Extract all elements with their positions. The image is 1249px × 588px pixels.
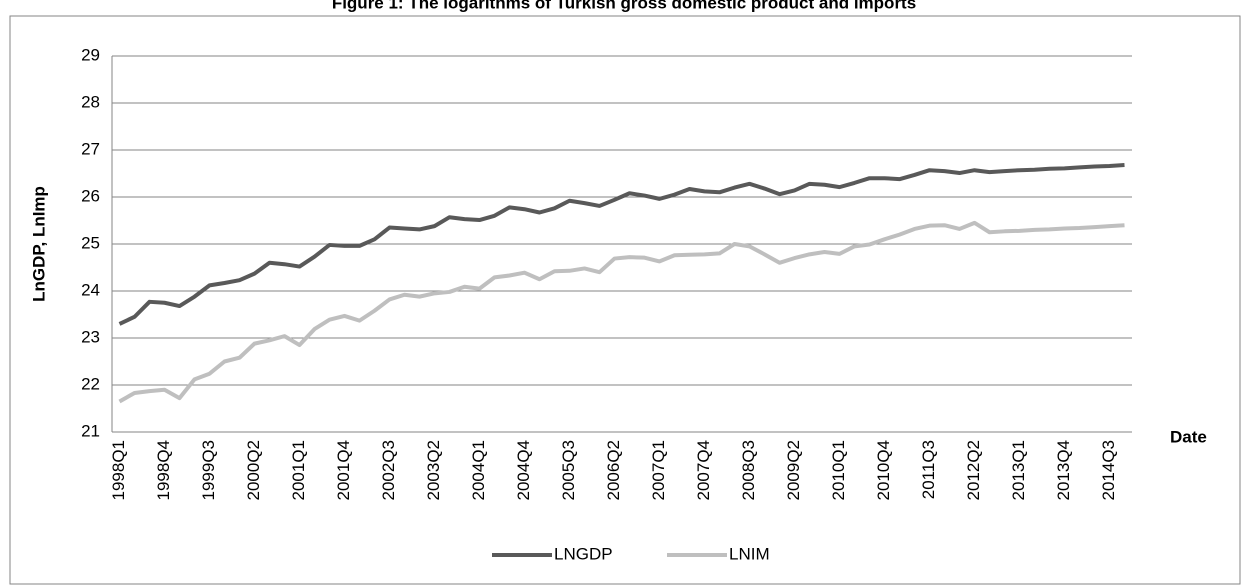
y-tick-label: 27	[81, 139, 100, 158]
y-tick-label: 24	[81, 280, 100, 299]
y-axis-label: LnGDP, LnImp	[29, 186, 48, 302]
y-tick-label: 21	[81, 421, 100, 440]
x-tick-label: 2013Q1	[1009, 440, 1028, 501]
y-tick-label: 26	[81, 186, 100, 205]
y-tick-label: 29	[81, 45, 100, 64]
legend-label: LNIM	[729, 544, 770, 563]
x-tick-label: 2010Q1	[829, 440, 848, 501]
x-tick-label: 2014Q3	[1099, 440, 1118, 501]
x-tick-label: 2011Q3	[919, 440, 938, 499]
x-tick-label: 1999Q3	[199, 440, 218, 501]
x-axis-label: Date	[1170, 427, 1207, 446]
legend-label: LNGDP	[554, 544, 613, 563]
y-tick-label: 23	[81, 327, 100, 346]
x-tick-label: 2003Q2	[424, 440, 443, 501]
x-tick-label: 2004Q4	[514, 440, 533, 501]
x-tick-label: 2012Q2	[964, 440, 983, 501]
y-tick-label: 25	[81, 233, 100, 252]
x-tick-label: 2002Q3	[379, 440, 398, 501]
chart-border	[9, 15, 1241, 585]
data-line	[118, 163, 1125, 326]
x-tick-label: 2006Q2	[604, 440, 623, 501]
x-tick-label: 2009Q2	[784, 440, 803, 501]
data-line	[118, 220, 1125, 404]
y-tick-label: 22	[81, 374, 100, 393]
x-tick-label: 2007Q4	[694, 440, 713, 501]
x-tick-label: 2000Q2	[244, 440, 263, 501]
x-tick-label: 2004Q1	[469, 440, 488, 501]
x-tick-label: 2010Q4	[874, 440, 893, 501]
x-tick-label: 2013Q4	[1054, 440, 1073, 501]
x-tick-label: 2001Q1	[289, 440, 308, 501]
x-tick-label: 2008Q3	[739, 440, 758, 501]
x-tick-label: 2001Q4	[334, 440, 353, 501]
y-tick-label: 28	[81, 92, 100, 111]
x-tick-label: 1998Q4	[154, 440, 173, 501]
x-tick-label: 2007Q1	[649, 440, 668, 501]
x-tick-label: 1998Q1	[109, 440, 128, 501]
chart-title: Figure 1: The logarithms of Turkish gros…	[332, 0, 916, 12]
x-tick-label: 2005Q3	[559, 440, 578, 501]
